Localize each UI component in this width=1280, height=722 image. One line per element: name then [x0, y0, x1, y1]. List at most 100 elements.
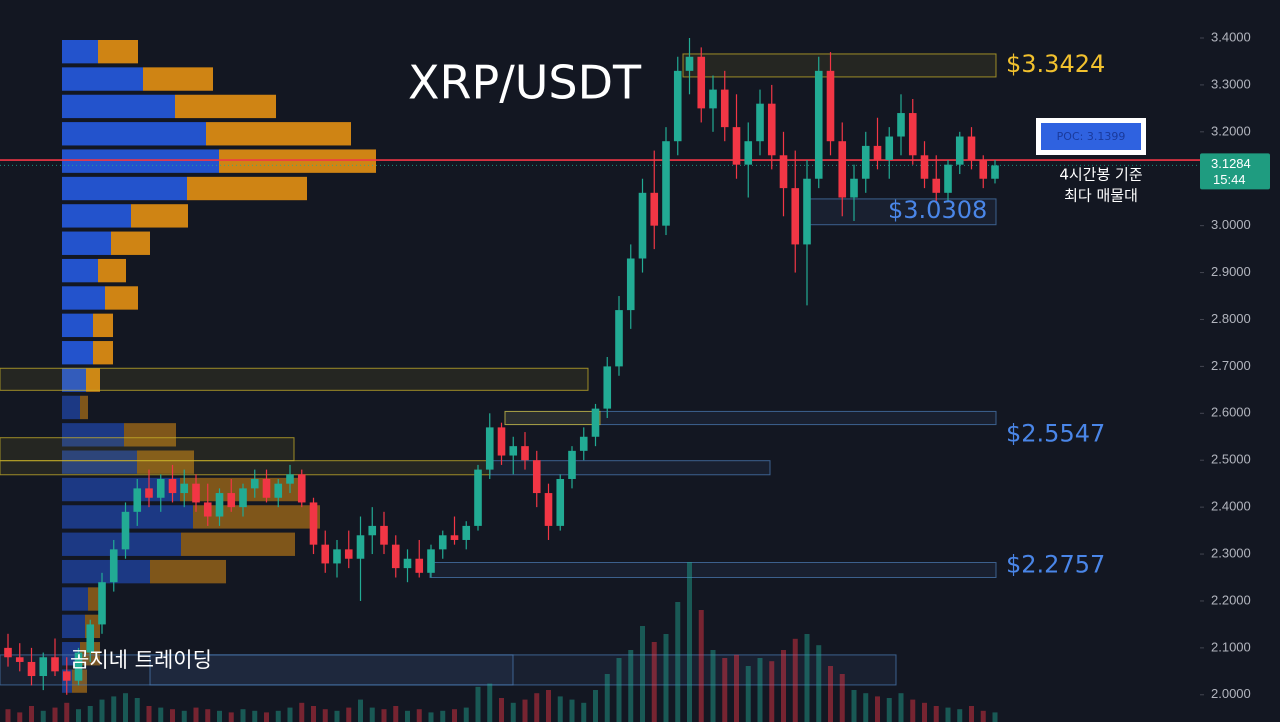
candle-body	[262, 478, 271, 498]
price-zone	[0, 367, 589, 391]
profile-sell-bar	[193, 505, 320, 529]
profile-sell-bar	[219, 149, 376, 173]
volume-bar	[581, 702, 587, 722]
profile-sell-bar	[206, 122, 351, 146]
candle-body	[509, 446, 518, 456]
volume-bar	[205, 709, 211, 722]
volume-bar	[898, 693, 904, 722]
y-tick-label: 3.2000	[1211, 123, 1251, 138]
volume-bar	[170, 709, 175, 722]
profile-buy-bar	[62, 559, 150, 584]
volume-bar	[745, 666, 751, 722]
candle-body	[286, 474, 294, 484]
volume-bar	[933, 706, 939, 722]
volume-bar	[546, 690, 551, 722]
profile-sell-bar	[175, 94, 276, 119]
candle-body	[15, 657, 24, 662]
volume-bar	[29, 706, 34, 722]
level-label: $3.0308	[888, 196, 987, 224]
last-price-box	[1200, 153, 1270, 190]
volume-bar	[675, 602, 681, 722]
candle-body	[756, 103, 764, 142]
volume-bar	[640, 626, 645, 722]
candle-body	[709, 89, 717, 109]
candle-body	[885, 136, 894, 160]
volume-bar	[158, 707, 164, 722]
volume-bar	[299, 702, 305, 722]
last-price-label: 3.1284	[1211, 156, 1251, 171]
y-tick-label: 2.4000	[1211, 499, 1251, 514]
volume-bar	[405, 710, 410, 722]
candle-body	[462, 525, 471, 540]
volume-bar	[275, 710, 281, 722]
volume-bar	[393, 706, 399, 722]
volume-bar	[722, 658, 728, 722]
candle-body	[920, 155, 929, 179]
price-zone	[0, 437, 295, 462]
price-lines	[0, 159, 1200, 166]
price-zone	[489, 460, 771, 476]
y-tick-label: 2.1000	[1211, 639, 1251, 654]
profile-buy-bar	[62, 67, 143, 91]
volume-bar	[945, 707, 951, 722]
candle-body	[180, 483, 189, 494]
candle-body	[697, 56, 706, 109]
profile-sell-bar	[124, 423, 176, 447]
volume-bar	[569, 699, 575, 722]
candles	[4, 38, 999, 695]
candle-body	[227, 493, 236, 508]
candle-body	[638, 192, 647, 259]
volume-bar	[828, 666, 833, 722]
volume-bar	[452, 709, 457, 722]
profile-sell-bar	[187, 176, 307, 201]
profile-sell-bar	[150, 559, 226, 584]
volume-bar	[792, 638, 798, 722]
candle-body	[215, 493, 224, 517]
price-zone	[0, 460, 491, 476]
volume-bar	[381, 709, 387, 722]
volume-bar	[76, 709, 81, 722]
y-tick-label: 3.3000	[1211, 76, 1251, 91]
candle-body	[168, 478, 177, 494]
profile-sell-bar	[181, 532, 295, 556]
y-tick-label: 3.0000	[1211, 217, 1251, 232]
profile-sell-bar	[105, 286, 138, 310]
candle-body	[944, 164, 952, 193]
volume-bar	[663, 634, 669, 722]
volume-bar	[980, 710, 986, 722]
candle-body	[955, 136, 964, 165]
candle-body	[62, 671, 71, 681]
volume-bar	[875, 696, 880, 722]
volume-bar	[240, 709, 246, 722]
candle-body	[297, 474, 306, 503]
volume-bar	[557, 696, 563, 722]
profile-buy-bar	[62, 40, 98, 64]
volume-bar	[534, 693, 540, 722]
candle-body	[333, 549, 341, 564]
candle-body	[309, 502, 318, 545]
volume-bar	[311, 706, 316, 722]
y-tick-label: 2.9000	[1211, 264, 1251, 279]
candle-body	[720, 89, 729, 128]
candle-body	[568, 450, 576, 479]
candle-body	[861, 145, 870, 179]
price-axis: 2.0000 2.1000 2.2000 2.3000 2.4000 2.5000 2.60…	[1200, 29, 1270, 701]
candle-body	[521, 446, 529, 461]
volume-bar	[839, 674, 845, 722]
candle-body	[192, 483, 200, 503]
volume-bar	[111, 696, 117, 722]
volume-bar	[922, 702, 927, 722]
profile-sell-bar	[131, 204, 188, 228]
candle-body	[532, 460, 541, 494]
candle-body	[51, 657, 59, 672]
candle-body	[615, 310, 623, 367]
volume-bar	[687, 562, 692, 722]
volume-bar	[698, 610, 704, 722]
candle-body	[474, 469, 482, 526]
profile-buy-bar	[62, 368, 86, 392]
candle-body	[109, 549, 118, 583]
candle-body	[391, 544, 400, 569]
poc-note: 최다 매물대	[1064, 187, 1138, 205]
candle-body	[932, 178, 941, 193]
